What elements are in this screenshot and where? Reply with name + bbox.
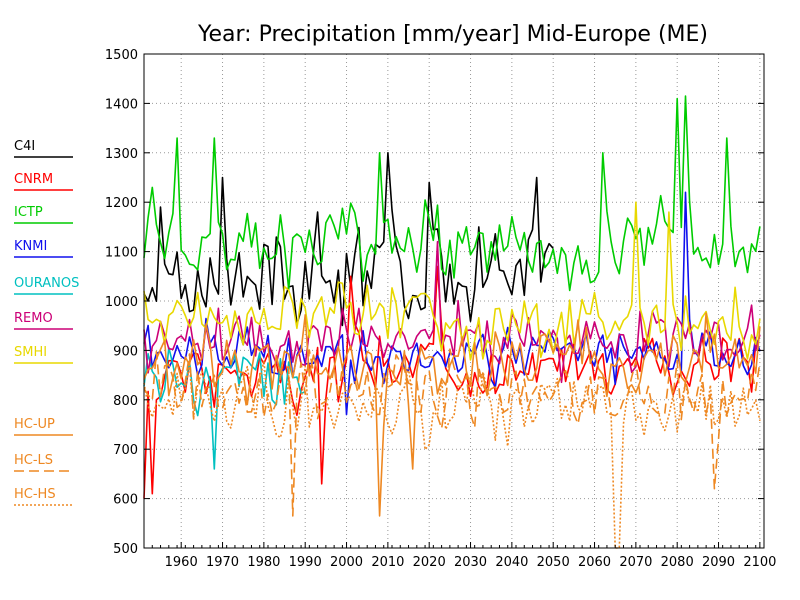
y-tick-label: 1000 — [105, 295, 138, 310]
x-tick-label: 1990 — [289, 555, 322, 570]
series-line-ictp — [143, 95, 761, 292]
y-tick-label: 500 — [113, 542, 138, 557]
legend-label-ouranos: OURANOS — [14, 276, 79, 291]
series-line-remo — [143, 240, 761, 384]
legend-label-hc-ls: HC-LS — [14, 453, 53, 468]
x-tick-label: 1980 — [247, 555, 280, 570]
x-tick-label: 1960 — [165, 555, 198, 570]
x-tick-label: 2000 — [330, 555, 363, 570]
y-tick-label: 800 — [113, 394, 138, 409]
x-tick-label: 2050 — [537, 555, 570, 570]
x-tick-label: 2060 — [578, 555, 611, 570]
y-tick-label: 1300 — [105, 147, 138, 162]
legend: C4I CNRM ICTP KNMI OURANOS REMO SMHI HC-UP HC-LS… — [14, 139, 79, 506]
series-line-knmi — [143, 191, 761, 416]
x-tick-label: 2020 — [413, 555, 446, 570]
y-tick-label: 1400 — [105, 97, 138, 112]
x-tick-label: 2090 — [702, 555, 735, 570]
legend-label-ictp: ICTP — [14, 205, 43, 220]
y-tick-label: 1200 — [105, 196, 138, 211]
legend-label-cnrm: CNRM — [14, 172, 53, 187]
y-tick-label: 900 — [113, 344, 138, 359]
x-tick-label: 2030 — [454, 555, 487, 570]
x-tick-label: 2070 — [619, 555, 652, 570]
y-tick-label: 1100 — [105, 246, 138, 261]
legend-label-smhi: SMHI — [14, 345, 47, 360]
x-tick-label: 2040 — [495, 555, 528, 570]
legend-label-hc-up: HC-UP — [14, 417, 55, 432]
series-line-cnrm — [143, 265, 761, 499]
series-lines — [143, 95, 761, 549]
legend-label-c4i: C4I — [14, 139, 35, 154]
x-tick-label: 2010 — [371, 555, 404, 570]
x-tick-label: 2100 — [743, 555, 776, 570]
legend-label-knmi: KNMI — [14, 239, 47, 254]
series-line-c4i — [143, 152, 554, 327]
axes: 1960 1970 1980 1990 2000 2010 2020 2030 2040 2050… — [105, 48, 777, 570]
x-tick-label: 2080 — [661, 555, 694, 570]
series-line-hc-ls — [143, 348, 761, 517]
series-line-ouranos — [143, 346, 306, 470]
legend-label-remo: REMO — [14, 311, 53, 326]
series-line-smhi — [143, 201, 761, 361]
y-tick-label: 600 — [113, 493, 138, 508]
legend-label-hc-hs: HC-HS — [14, 487, 56, 502]
x-tick-label: 1970 — [206, 555, 239, 570]
chart-title: Year: Precipitation [mm/year] Mid-Europe… — [197, 22, 708, 47]
y-tick-label: 700 — [113, 443, 138, 458]
series-line-hc-hs — [143, 359, 761, 549]
y-tick-label: 1500 — [105, 48, 138, 63]
